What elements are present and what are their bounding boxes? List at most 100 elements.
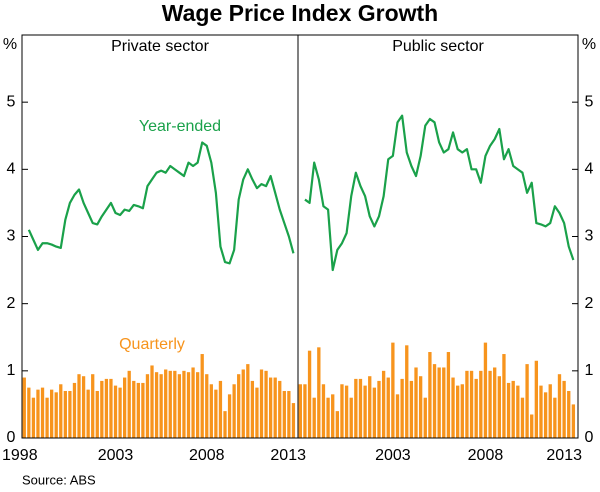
bar xyxy=(123,377,127,438)
bar xyxy=(506,382,511,438)
bar xyxy=(331,394,335,438)
bar xyxy=(159,374,163,438)
bar xyxy=(145,374,150,438)
bar xyxy=(95,390,99,438)
bar xyxy=(530,414,534,438)
bar xyxy=(241,369,245,438)
bar xyxy=(432,364,437,438)
bar xyxy=(562,380,566,438)
x-tick-label: 2013 xyxy=(546,447,582,464)
x-tick-label: 1998 xyxy=(2,447,38,464)
x-tick-label: 2008 xyxy=(468,447,504,464)
bar xyxy=(442,367,446,438)
bar xyxy=(22,377,26,438)
bar xyxy=(363,385,367,438)
y-tick-label: 5 xyxy=(7,93,16,110)
bar xyxy=(177,374,182,438)
y-tick-label: 0 xyxy=(7,429,16,446)
bar xyxy=(456,385,460,438)
bar xyxy=(381,370,386,438)
bar xyxy=(68,390,72,438)
bar xyxy=(386,377,390,438)
bar xyxy=(150,365,154,438)
bar xyxy=(460,384,464,438)
bar xyxy=(200,354,204,438)
bar xyxy=(303,384,307,438)
bar xyxy=(511,380,515,438)
y-tick-label: 2 xyxy=(585,295,594,312)
bar xyxy=(173,370,177,438)
bar xyxy=(54,392,58,438)
x-tick-label: 2008 xyxy=(189,447,225,464)
bar xyxy=(278,380,282,438)
bar xyxy=(218,380,223,438)
bar xyxy=(59,384,63,438)
bar xyxy=(205,374,209,438)
bar xyxy=(502,354,506,438)
bar xyxy=(344,385,349,438)
bar xyxy=(273,377,277,438)
bar xyxy=(400,378,404,438)
source-note: Source: ABS xyxy=(22,472,96,487)
y-tick-label: 1 xyxy=(585,362,594,379)
bar xyxy=(237,374,241,438)
bar xyxy=(539,385,543,438)
bar xyxy=(255,387,259,438)
bar xyxy=(312,397,316,438)
bar xyxy=(168,370,172,438)
bar xyxy=(141,382,145,438)
bar xyxy=(298,384,302,438)
bar xyxy=(525,364,529,438)
bar xyxy=(291,403,296,438)
bar xyxy=(104,378,109,438)
bar xyxy=(282,390,286,438)
y-tick-label: 5 xyxy=(585,93,594,110)
bar xyxy=(340,384,344,438)
bar xyxy=(553,397,557,438)
series-label: Quarterly xyxy=(119,336,185,353)
y-tick-label: 1 xyxy=(7,362,16,379)
bar xyxy=(391,342,395,438)
bar xyxy=(132,380,136,438)
bar xyxy=(557,374,562,438)
bar xyxy=(307,350,312,438)
bar xyxy=(516,385,520,438)
bar xyxy=(423,397,427,438)
bar xyxy=(465,370,469,438)
bar xyxy=(534,360,539,438)
panel-subtitle: Private sector xyxy=(111,38,209,55)
bar xyxy=(246,364,250,438)
y-tick-label: 3 xyxy=(7,228,16,245)
y-tick-label: 0 xyxy=(585,429,594,446)
bar xyxy=(81,376,86,438)
bar xyxy=(109,378,113,438)
bar xyxy=(250,380,255,438)
y-tick-label: 4 xyxy=(7,161,16,178)
line xyxy=(304,114,575,272)
bar xyxy=(418,376,423,438)
bar xyxy=(259,369,264,438)
bar xyxy=(209,384,213,438)
bar xyxy=(437,367,441,438)
bar xyxy=(40,387,45,438)
bar xyxy=(264,370,268,438)
bar xyxy=(91,374,95,438)
plot-frame xyxy=(21,34,579,439)
bar xyxy=(451,377,455,438)
bar xyxy=(321,384,326,438)
x-tick-label: 2013 xyxy=(270,447,306,464)
line xyxy=(27,141,295,265)
bar xyxy=(118,387,122,438)
y-tick-label: 2 xyxy=(7,295,16,312)
bar xyxy=(483,342,488,438)
bar xyxy=(571,404,576,438)
bar xyxy=(335,411,340,438)
bar xyxy=(86,389,90,438)
bar xyxy=(358,378,363,438)
bar xyxy=(405,345,409,438)
bar xyxy=(326,397,330,438)
bar xyxy=(31,397,36,438)
bar xyxy=(469,370,474,438)
bar xyxy=(446,352,451,438)
